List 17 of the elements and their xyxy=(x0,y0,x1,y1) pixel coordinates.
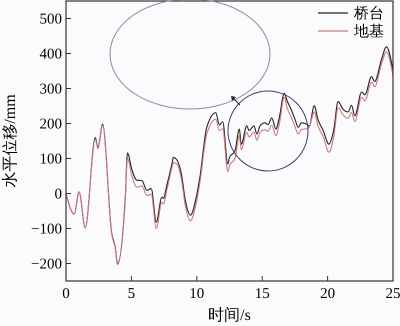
y-axis-title: 水平位移/mm xyxy=(1,94,19,188)
x-tick-label: 20 xyxy=(320,286,336,302)
y-tick-label: 500 xyxy=(40,12,62,28)
y-tick-label: 200 xyxy=(40,116,62,132)
x-tick-label: 15 xyxy=(254,286,270,302)
legend-label: 地基 xyxy=(353,23,384,40)
x-tick-label: 10 xyxy=(189,286,204,302)
y-tick-label: −100 xyxy=(31,222,62,238)
x-tick-label: 5 xyxy=(128,286,136,302)
y-tick-label: 100 xyxy=(40,152,62,168)
x-axis-title: 时间/s xyxy=(208,306,251,324)
x-tick-label: 25 xyxy=(386,286,400,302)
legend-label: 桥台 xyxy=(353,5,384,22)
y-tick-label: 300 xyxy=(40,82,62,98)
y-tick-label: 400 xyxy=(40,46,62,62)
y-tick-label: 0 xyxy=(54,186,62,202)
y-tick-label: −200 xyxy=(31,256,62,272)
